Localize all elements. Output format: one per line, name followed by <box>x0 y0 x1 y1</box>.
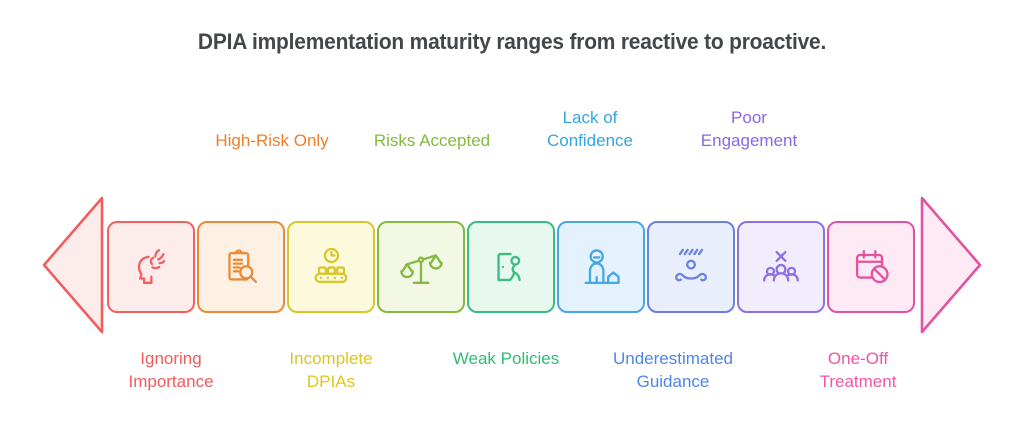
dismissive-head-icon <box>137 249 166 284</box>
label-underestimated-guidance: Underestimated Guidance <box>612 349 734 391</box>
label-one-off-treatment: One-Off Treatment <box>819 349 897 391</box>
stage-box-high-risk-only <box>197 221 285 313</box>
clipboard-search-icon <box>228 249 258 284</box>
page-title: DPIA implementation maturity ranges from… <box>197 29 827 54</box>
unbalanced-scales-icon <box>400 254 443 284</box>
stage-box-one-off-treatment <box>827 221 915 313</box>
left-arrowhead-icon <box>42 196 104 334</box>
stage-box-poor-engagement <box>737 221 825 313</box>
right-arrowhead-icon <box>920 196 982 334</box>
conveyor-clock-icon <box>314 247 348 284</box>
stage-box-underestimated-guidance <box>647 221 735 313</box>
label-high-risk-only: High-Risk Only <box>215 131 329 150</box>
person-leaving-door-icon <box>497 252 521 282</box>
rain-shrug-icon <box>674 248 708 282</box>
label-risks-accepted: Risks Accepted <box>373 131 491 150</box>
stage-box-weak-policies <box>467 221 555 313</box>
crossed-group-icon <box>763 250 799 282</box>
stage-box-lack-of-confidence <box>557 221 645 313</box>
stage-box-risks-accepted <box>377 221 465 313</box>
sad-person-house-icon <box>584 249 620 285</box>
stage-box-incomplete-dpias <box>287 221 375 313</box>
label-weak-policies: Weak Policies <box>452 349 560 368</box>
label-incomplete-dpias: Incomplete DPIAs <box>289 349 373 391</box>
label-lack-of-confidence: Lack of Confidence <box>546 108 634 150</box>
label-poor-engagement: Poor Engagement <box>700 108 798 150</box>
label-ignoring-importance: Ignoring Importance <box>128 349 214 391</box>
stage-box-ignoring-importance <box>107 221 195 313</box>
cancelled-calendar-icon <box>855 250 889 284</box>
